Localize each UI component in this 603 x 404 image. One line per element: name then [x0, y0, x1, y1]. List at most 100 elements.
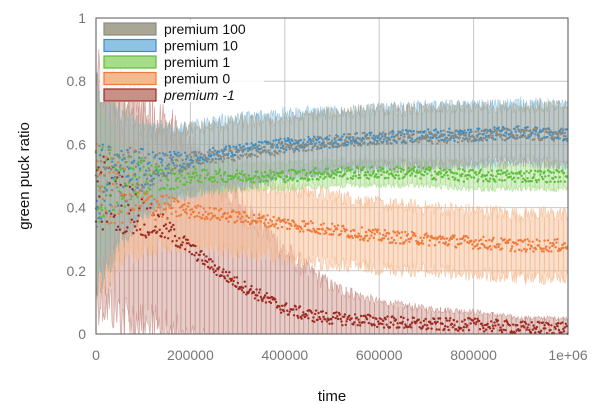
data-point	[157, 203, 161, 206]
data-point	[172, 223, 175, 227]
data-point	[167, 167, 170, 170]
data-point	[255, 288, 258, 291]
data-point	[336, 224, 340, 227]
data-point	[362, 239, 365, 242]
data-point	[424, 317, 427, 321]
data-point	[126, 165, 129, 169]
data-point	[549, 328, 552, 332]
data-point	[439, 130, 443, 133]
x-tick-label: 400000	[261, 347, 308, 363]
data-point	[370, 142, 373, 145]
data-point	[237, 150, 240, 153]
data-point	[275, 219, 279, 222]
data-point	[98, 220, 101, 223]
data-point	[212, 151, 215, 154]
data-point	[241, 220, 245, 224]
data-point	[283, 137, 286, 141]
data-point	[460, 175, 463, 178]
data-point	[472, 319, 475, 322]
data-point	[480, 322, 483, 325]
data-point	[472, 247, 475, 250]
data-point	[240, 215, 244, 218]
data-point	[161, 213, 165, 216]
data-point	[154, 172, 157, 176]
data-point	[173, 164, 176, 167]
data-point	[182, 166, 185, 169]
data-point	[494, 180, 497, 183]
data-point	[544, 247, 547, 250]
data-point	[201, 161, 205, 165]
data-point	[215, 273, 218, 277]
data-point	[109, 146, 112, 149]
data-point	[108, 152, 111, 155]
data-point	[560, 331, 563, 334]
data-point	[258, 288, 262, 291]
data-point	[274, 222, 278, 226]
data-point	[321, 138, 324, 141]
data-point	[238, 212, 241, 216]
data-point	[226, 274, 229, 277]
data-point	[408, 240, 411, 243]
data-point	[165, 194, 168, 197]
data-point	[524, 180, 528, 183]
data-point	[548, 128, 551, 132]
data-point	[366, 239, 370, 242]
data-point	[303, 177, 307, 180]
data-point	[476, 243, 479, 246]
data-point	[489, 327, 492, 330]
data-point	[423, 130, 426, 133]
data-point	[263, 175, 266, 178]
data-point	[150, 178, 154, 181]
data-point	[370, 324, 374, 327]
data-point	[160, 187, 163, 190]
data-point	[564, 135, 567, 138]
data-point	[482, 235, 485, 239]
data-point	[212, 214, 215, 217]
data-point	[100, 203, 104, 206]
data-point	[360, 140, 364, 143]
data-point	[296, 314, 299, 317]
data-point	[441, 322, 444, 326]
data-point	[261, 141, 264, 144]
data-point	[96, 175, 99, 178]
data-point	[554, 175, 557, 179]
data-point	[153, 198, 156, 201]
data-point	[398, 131, 401, 134]
data-point	[425, 167, 428, 170]
data-point	[475, 139, 478, 142]
data-point	[520, 174, 523, 177]
data-point	[419, 131, 422, 134]
data-point	[511, 178, 514, 181]
data-point	[280, 225, 284, 229]
data-point	[162, 224, 166, 228]
data-point	[316, 172, 319, 176]
data-point	[272, 143, 275, 147]
data-point	[364, 171, 367, 174]
data-point	[112, 165, 116, 168]
data-point	[470, 140, 473, 143]
data-point	[302, 149, 305, 152]
data-point	[104, 167, 107, 171]
data-point	[140, 184, 144, 187]
data-point	[486, 136, 489, 139]
data-point	[340, 229, 343, 233]
data-point	[218, 209, 221, 212]
data-point	[377, 238, 381, 241]
data-point	[312, 316, 315, 319]
data-point	[432, 176, 436, 180]
data-point	[122, 185, 125, 189]
data-point	[142, 185, 145, 188]
data-point	[422, 236, 426, 239]
data-point	[394, 242, 398, 245]
data-point	[244, 285, 247, 288]
data-point	[499, 173, 502, 176]
data-point	[534, 331, 537, 334]
data-point	[297, 316, 300, 319]
data-point	[101, 146, 105, 149]
data-point	[470, 239, 473, 242]
data-point	[153, 229, 156, 232]
data-point	[161, 195, 165, 198]
data-point	[503, 238, 506, 241]
data-point	[356, 324, 359, 327]
